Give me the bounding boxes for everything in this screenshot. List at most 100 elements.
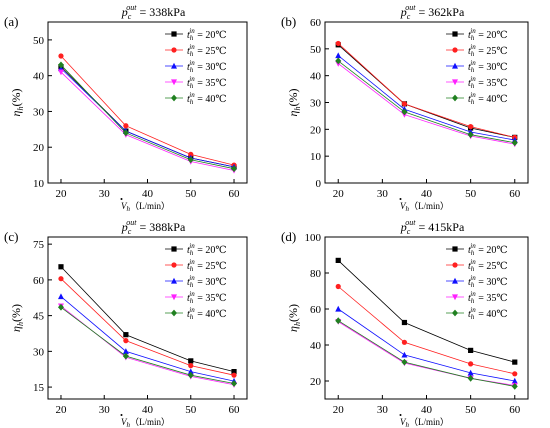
panel-title: pcout = 338kPa: [121, 3, 186, 21]
legend-subscript: h: [471, 265, 475, 273]
legend-subscript: h: [471, 50, 475, 58]
x-tick-label: 30: [99, 188, 111, 200]
data-point: [58, 276, 64, 282]
x-axis-label: Vh（L/min）: [400, 201, 449, 213]
legend-value: = 20℃: [476, 30, 508, 41]
x-tick-label: 60: [229, 188, 241, 200]
x-label-symbol: V: [400, 201, 407, 211]
legend-symbol: t: [468, 277, 471, 288]
data-point: [511, 377, 518, 384]
data-point: [401, 358, 408, 366]
y-tick-label: 30: [33, 106, 45, 118]
y-label-symbol: η: [286, 326, 300, 332]
legend-superscript: in: [189, 59, 195, 67]
title-superscript: out: [405, 3, 416, 12]
data-point: [335, 40, 341, 47]
legend-entry: thin = 25℃: [187, 258, 227, 273]
data-point: [231, 369, 237, 375]
data-point: [335, 57, 342, 65]
panel-label: (a): [4, 14, 18, 29]
legend-entry: thin = 20℃: [187, 27, 227, 42]
data-point: [401, 108, 408, 116]
legend-symbol: t: [187, 30, 190, 41]
x-tick-label: 40: [421, 188, 433, 200]
legend-marker: [452, 294, 458, 301]
data-point: [401, 339, 408, 345]
data-point: [335, 283, 341, 290]
legend-entry: thin = 40℃: [468, 91, 508, 106]
legend-value: = 25℃: [476, 46, 508, 57]
data-point: [468, 347, 474, 353]
panel-title: pcout = 415kPa: [400, 218, 465, 236]
legend-superscript: in: [470, 43, 476, 51]
data-point: [123, 332, 129, 338]
y-tick-label: 50: [33, 35, 45, 47]
title-subscript: c: [407, 12, 411, 21]
legend-value: = 20℃: [476, 245, 508, 256]
legend-value: = 30℃: [476, 277, 508, 288]
x-tick-label: 50: [465, 188, 477, 200]
y-label-unit: (%): [9, 89, 23, 107]
y-label-subscript: h: [293, 322, 302, 326]
series-line: [60, 71, 235, 171]
legend-value: = 40℃: [476, 309, 508, 320]
legend-symbol: t: [187, 46, 190, 57]
legend-subscript: h: [190, 313, 194, 321]
x-tick-label: 20: [333, 188, 345, 200]
data-point: [335, 257, 341, 263]
title-symbol: p: [400, 220, 407, 234]
x-label-symbol: V: [121, 417, 128, 427]
x-tick-label: 20: [55, 188, 67, 200]
legend-subscript: h: [190, 98, 194, 106]
legend-superscript: in: [470, 290, 476, 298]
x-tick-label: 50: [185, 404, 197, 416]
data-point: [123, 123, 129, 129]
legend-superscript: in: [189, 274, 195, 282]
x-tick-label: 60: [229, 404, 241, 416]
legend-subscript: h: [471, 249, 475, 257]
y-tick-label: 50: [310, 44, 322, 56]
legend-entry: thin = 20℃: [187, 242, 227, 257]
data-point: [335, 52, 342, 59]
y-tick-label: 30: [33, 346, 45, 358]
data-point: [467, 374, 474, 382]
x-tick-label: 50: [185, 188, 197, 200]
legend-marker: [171, 277, 177, 284]
legend-symbol: t: [187, 261, 190, 272]
x-tick-label: 20: [55, 404, 67, 416]
y-label-symbol: η: [9, 110, 23, 116]
title-superscript: out: [126, 218, 137, 227]
legend-entry: thin = 30℃: [468, 59, 508, 74]
legend-superscript: in: [189, 27, 195, 35]
panel-label: (c): [4, 229, 18, 244]
legend-marker: [171, 309, 177, 317]
legend-entry: thin = 35℃: [187, 75, 227, 90]
legend-subscript: h: [190, 50, 194, 58]
legend-marker: [452, 79, 458, 86]
series-line: [60, 306, 235, 384]
series-line: [338, 321, 515, 386]
data-point: [58, 53, 64, 59]
x-label-subscript: h: [127, 205, 131, 213]
y-tick-label: 100: [305, 232, 322, 244]
y-axis-label: ηh(%): [286, 304, 302, 332]
title-value: = 388kPa: [137, 220, 186, 234]
series-line: [337, 286, 515, 375]
legend-marker: [171, 294, 177, 301]
legend-subscript: h: [471, 281, 475, 289]
data-point: [188, 151, 194, 157]
series-line: [338, 308, 515, 382]
data-point: [335, 317, 342, 325]
legend-superscript: in: [189, 290, 195, 298]
legend-value: = 35℃: [476, 293, 508, 304]
y-label-unit: (%): [286, 89, 300, 107]
x-axis-label: Vh（L/min）: [121, 201, 170, 213]
legend-symbol: t: [468, 293, 471, 304]
y-axis-label: ηh(%): [286, 89, 302, 117]
legend-subscript: h: [471, 297, 475, 305]
title-superscript: out: [405, 218, 416, 227]
data-point: [123, 338, 129, 344]
